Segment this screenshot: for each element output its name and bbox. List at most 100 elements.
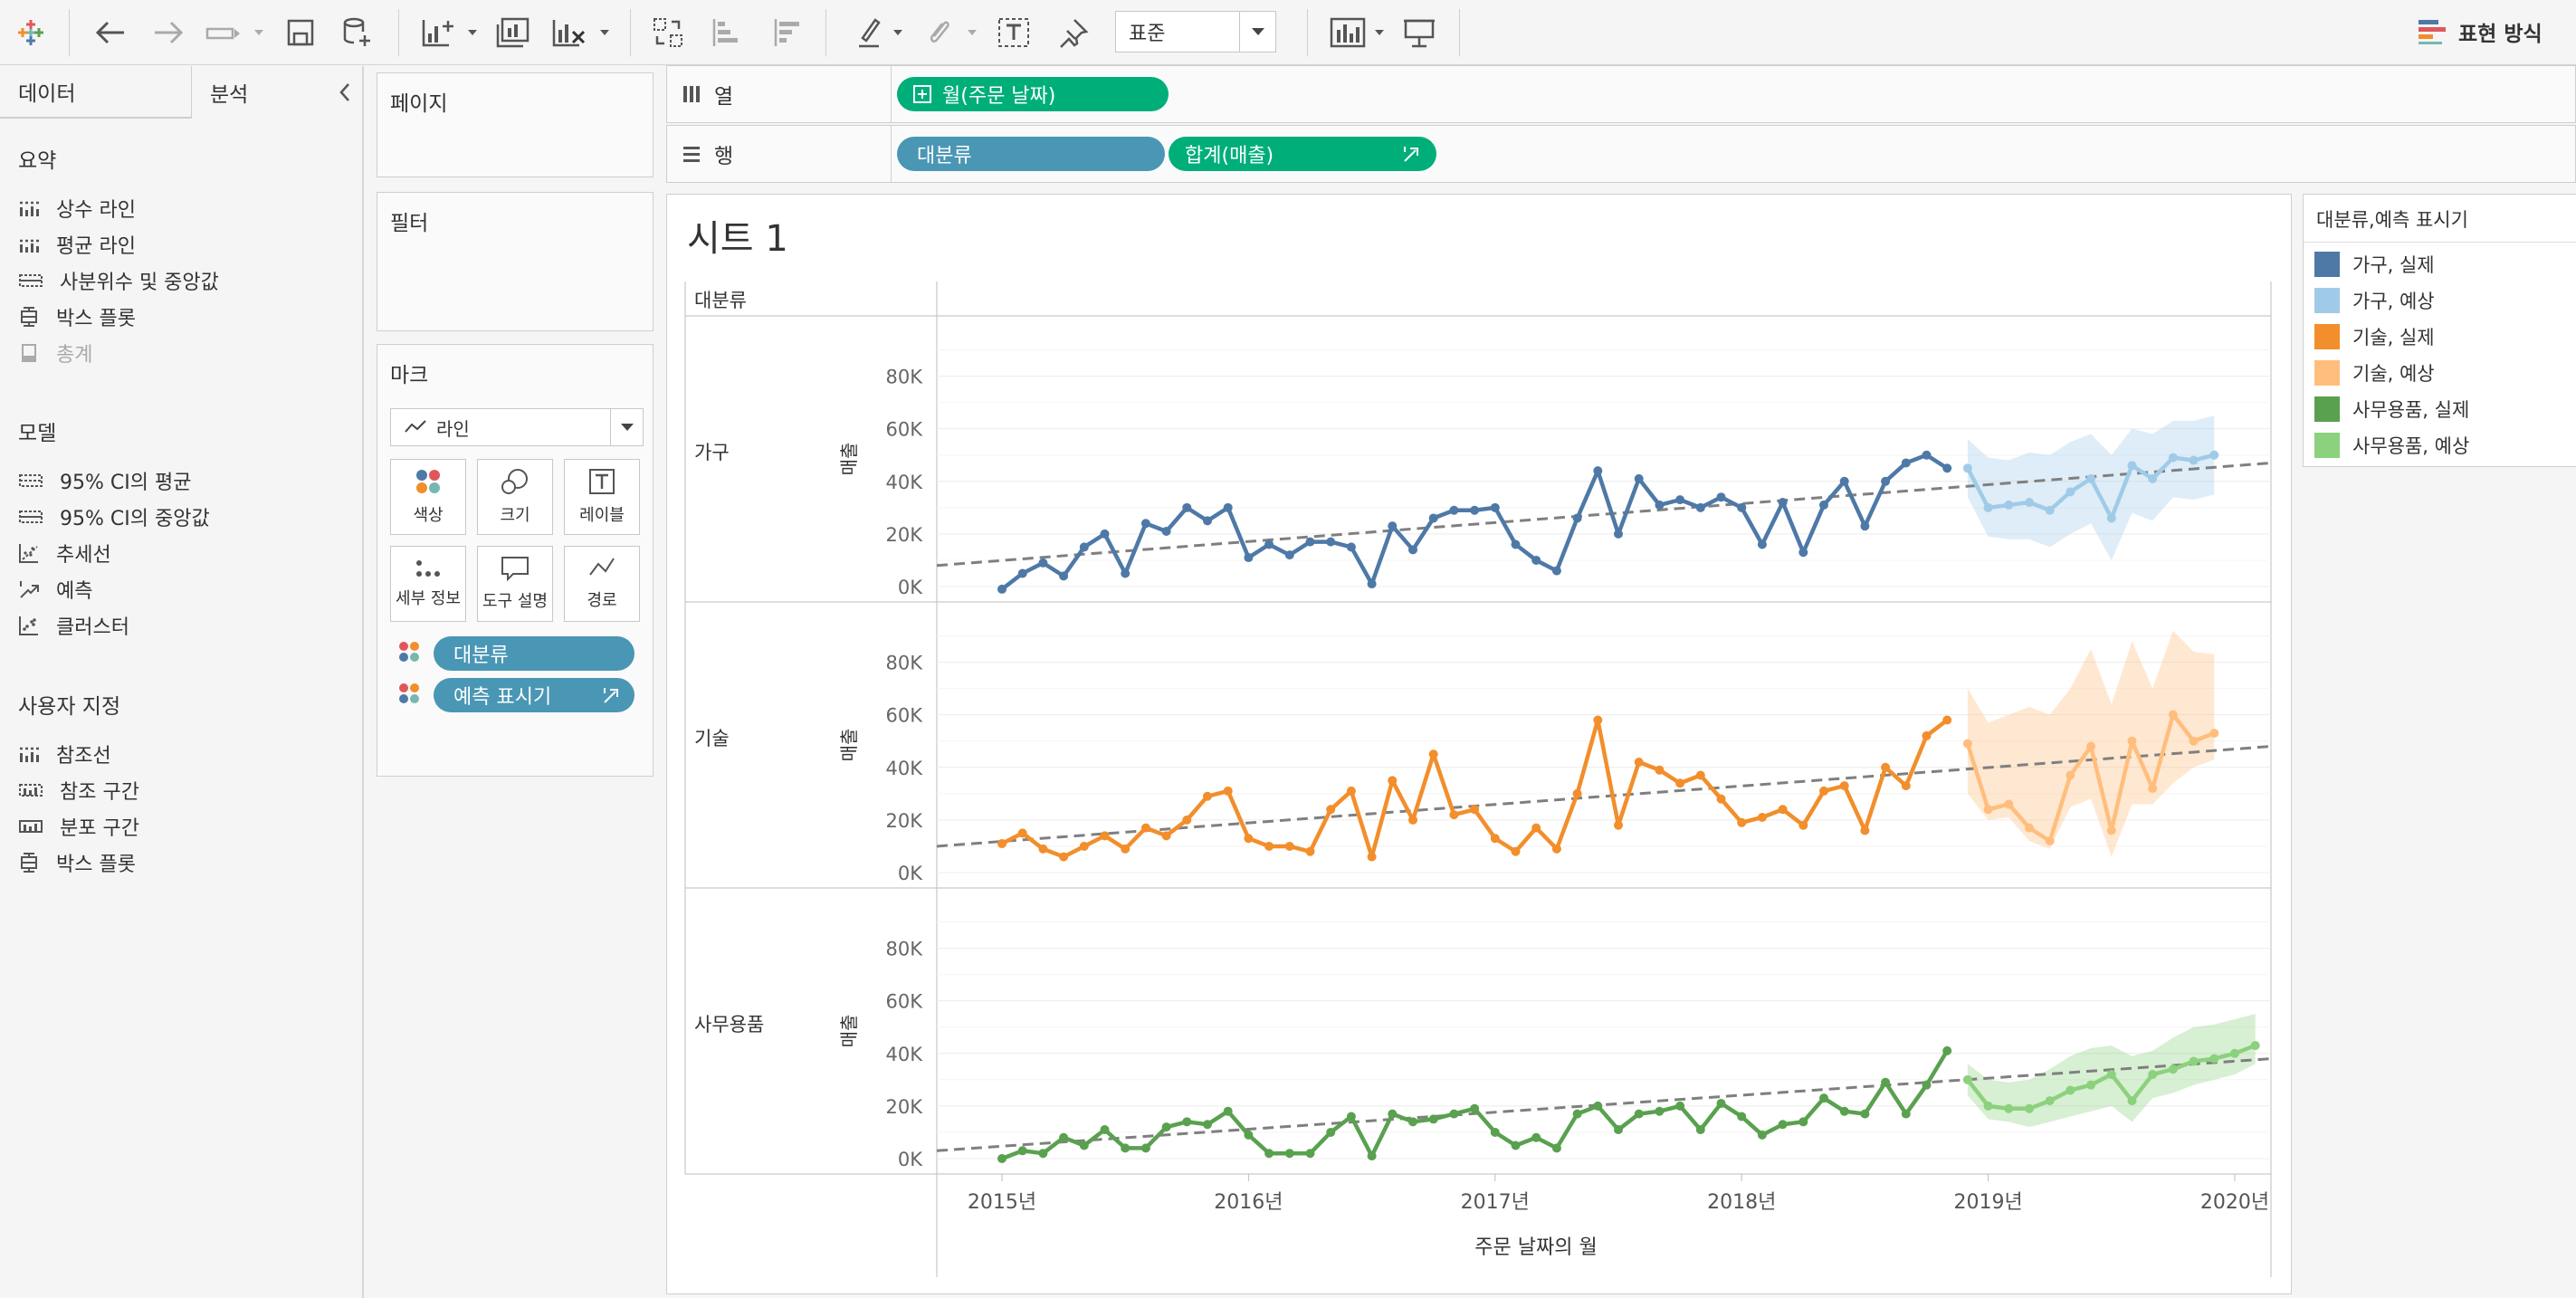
swap-icon[interactable] — [648, 0, 688, 65]
sort-desc-icon[interactable] — [768, 0, 807, 65]
y-tick-label: 0K — [898, 577, 923, 598]
sort-asc-icon[interactable] — [706, 0, 746, 65]
filters-card[interactable]: 필터 — [377, 192, 654, 331]
analytics-item-constant-line[interactable]: 상수 라인 — [18, 192, 136, 224]
highlight-icon[interactable] — [851, 0, 887, 65]
y-axis-title: 매출 — [838, 1015, 860, 1048]
tab-data[interactable]: 데이터 — [0, 66, 192, 119]
show-cards-icon[interactable] — [1325, 0, 1370, 65]
actual-point — [1367, 1151, 1377, 1161]
actual-point — [1326, 805, 1336, 815]
show-cards-dropdown-icon[interactable] — [1372, 0, 1387, 65]
replay-icon[interactable] — [203, 0, 244, 65]
pin-icon[interactable] — [1054, 0, 1093, 65]
sheet-title: 시트 1 — [687, 218, 788, 260]
tableau-logo-icon[interactable] — [13, 0, 49, 65]
show-me-button[interactable]: 표현 방식 — [2417, 11, 2543, 52]
mark-type-dropdown[interactable]: 라인 — [390, 408, 644, 446]
marks-size-button[interactable]: 크기 — [477, 459, 553, 535]
columns-pill-label: 월(주문 날짜) — [942, 85, 1056, 108]
presentation-icon[interactable] — [1399, 0, 1439, 65]
label-icon[interactable] — [994, 0, 1034, 65]
actual-point — [1100, 831, 1110, 841]
clear-sheet-dropdown-icon[interactable] — [597, 0, 612, 65]
actual-point — [1203, 1120, 1212, 1130]
new-data-source-icon[interactable] — [337, 0, 377, 65]
marks-label-button[interactable]: 레이블 — [564, 459, 640, 535]
worksheet-view[interactable]: 시트 1 대분류 주문 날짜의 월 가구 매출 0K 20K 40K 60K 80K 기술 매출… — [666, 194, 2292, 1294]
actual-point — [997, 584, 1007, 594]
x-tick-label: 2017년 — [1461, 1191, 1530, 1214]
save-icon[interactable] — [281, 0, 320, 65]
marks-detail-button[interactable]: 세부 정보 — [390, 546, 466, 622]
actual-point — [1901, 781, 1911, 791]
section-title-summary: 요약 — [18, 149, 57, 173]
new-worksheet-icon[interactable] — [416, 0, 462, 65]
highlight-dropdown-icon[interactable] — [891, 0, 905, 65]
forecast-point — [2168, 453, 2178, 463]
actual-point — [1551, 844, 1561, 854]
legend-swatch — [2314, 360, 2340, 386]
rows-shelf[interactable]: 행 대분류 합계(매출) — [666, 125, 2576, 183]
analytics-item-forecast[interactable]: 예측 — [18, 573, 92, 606]
actual-point — [1367, 852, 1377, 862]
distribution-band-icon — [19, 820, 43, 833]
redo-icon[interactable] — [148, 0, 188, 65]
columns-pill-order-month[interactable]: 월(주문 날짜) — [897, 77, 1169, 111]
legend-item[interactable]: 가구, 예상 — [2314, 282, 2435, 319]
actual-point — [1778, 1120, 1788, 1130]
y-tick-label: 80K — [886, 653, 924, 674]
analytics-item-label: 총계 — [56, 344, 93, 367]
color-legend: 대분류,예측 표시기 가구, 실제 가구, 예상 기술, 실제 기술, 예상 사… — [2303, 194, 2576, 467]
legend-item-label: 가구, 예상 — [2352, 291, 2435, 312]
forecast-point — [2250, 1041, 2260, 1051]
tab-analytics[interactable]: 분석 — [210, 83, 249, 107]
rows-pill-sum-sales[interactable]: 합계(매출) — [1169, 137, 1436, 171]
actual-point — [1716, 492, 1726, 502]
group-icon[interactable] — [920, 0, 956, 65]
legend-item[interactable]: 사무용품, 실제 — [2314, 391, 2469, 427]
undo-icon[interactable] — [91, 0, 130, 65]
actual-point — [1161, 831, 1171, 841]
analytics-item-reference-line[interactable]: 참조선 — [18, 738, 111, 770]
marks-path-button[interactable]: 경로 — [564, 546, 640, 622]
duplicate-icon[interactable] — [492, 0, 532, 65]
analytics-item-average-line[interactable]: 평균 라인 — [18, 228, 136, 261]
marks-tooltip-button[interactable]: 도구 설명 — [477, 546, 553, 622]
actual-point — [1470, 1103, 1480, 1113]
analytics-item-trend-line[interactable]: 추세선 — [18, 537, 111, 569]
columns-shelf[interactable]: 열 월(주문 날짜) — [666, 65, 2576, 123]
analytics-item-reference-band[interactable]: 참조 구간 — [18, 774, 139, 806]
forecast-point — [2168, 710, 2178, 720]
actual-point — [1223, 502, 1233, 512]
legend-item[interactable]: 기술, 실제 — [2314, 319, 2435, 355]
clear-sheet-icon[interactable] — [547, 0, 592, 65]
actual-point — [1551, 566, 1561, 576]
legend-item[interactable]: 가구, 실제 — [2314, 246, 2435, 282]
legend-item[interactable]: 기술, 예상 — [2314, 355, 2435, 391]
marks-pill-category[interactable]: 대분류 — [434, 636, 634, 671]
analytics-item-distribution-band[interactable]: 분포 구간 — [18, 810, 139, 843]
actual-point — [1922, 450, 1932, 460]
legend-swatch — [2314, 288, 2340, 313]
analytics-item-box-plot[interactable]: 박스 플롯 — [18, 301, 136, 333]
analytics-item-cluster[interactable]: 클러스터 — [18, 609, 129, 642]
collapse-pane-icon[interactable] — [331, 79, 358, 106]
rows-pill-category[interactable]: 대분류 — [897, 137, 1165, 171]
analytics-item-ci-median[interactable]: 95% CI의 중앙값 — [18, 501, 210, 533]
fit-dropdown[interactable]: 표준 — [1115, 11, 1276, 52]
actual-point — [1017, 1146, 1027, 1156]
legend-item[interactable]: 사무용품, 예상 — [2314, 427, 2469, 463]
new-worksheet-dropdown-icon[interactable] — [465, 0, 480, 65]
marks-color-button[interactable]: 색상 — [390, 459, 466, 535]
analytics-item-median-quartiles[interactable]: 사분위수 및 중앙값 — [18, 264, 219, 297]
analytics-item-ci-mean[interactable]: 95% CI의 평균 — [18, 464, 191, 497]
replay-dropdown-icon[interactable] — [252, 0, 266, 65]
analytics-item-box-plot[interactable]: 박스 플롯 — [18, 846, 136, 879]
pages-card[interactable]: 페이지 — [377, 72, 654, 177]
group-dropdown-icon[interactable] — [965, 0, 979, 65]
marks-pill-forecast-indicator[interactable]: 예측 표시기 — [434, 678, 634, 712]
median-quartiles-icon — [19, 274, 43, 287]
